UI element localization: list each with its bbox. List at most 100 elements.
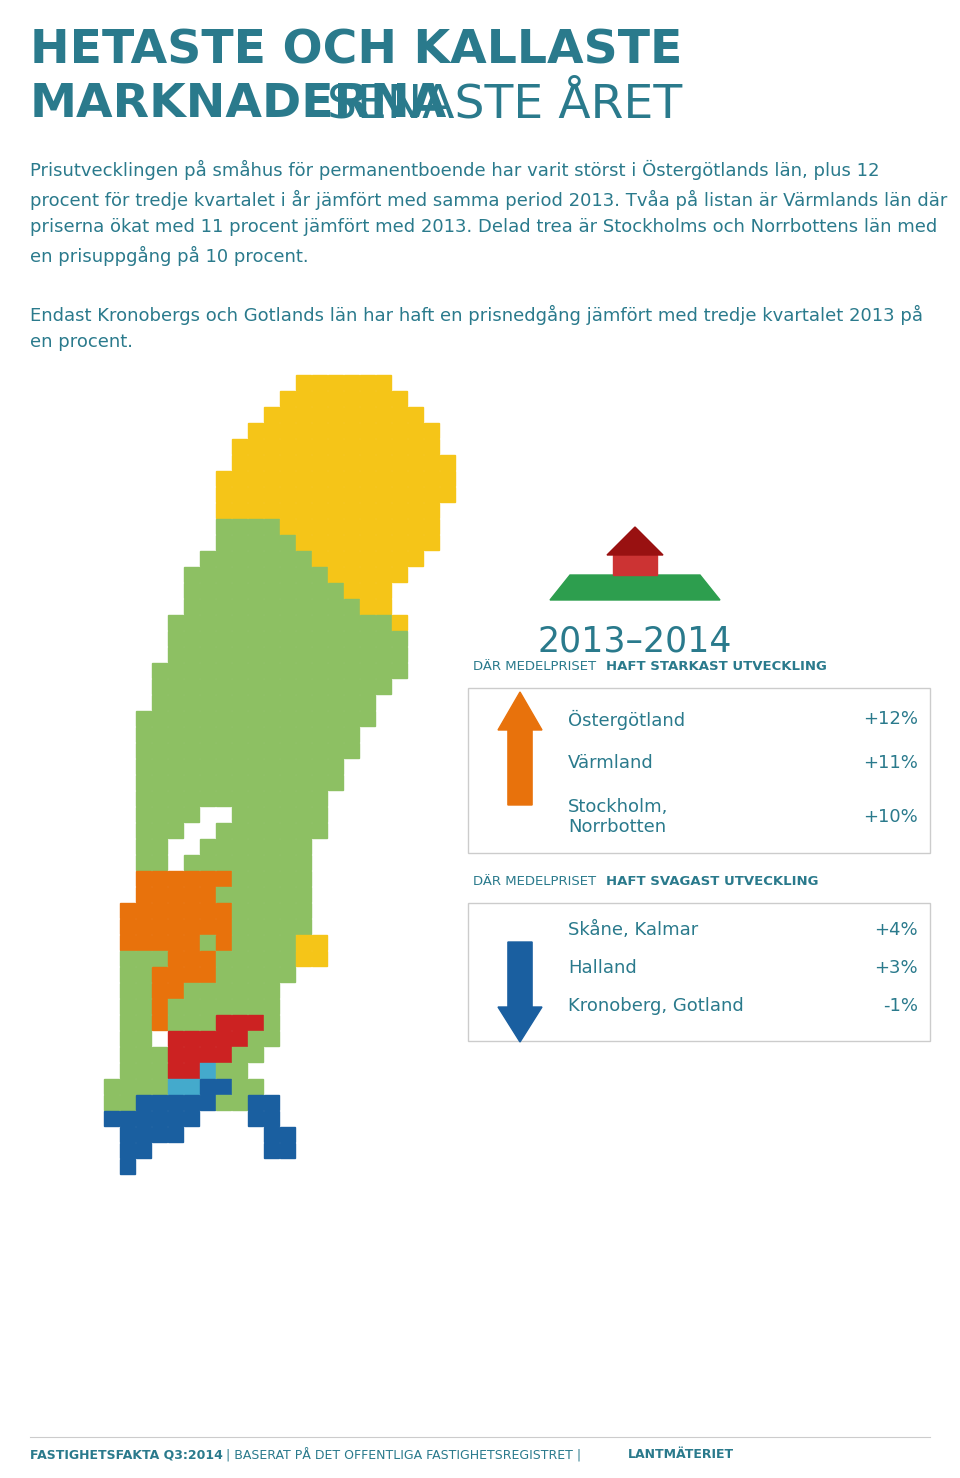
Bar bbox=[344, 375, 358, 390]
Bar bbox=[328, 535, 343, 550]
Bar bbox=[344, 471, 358, 485]
Bar bbox=[264, 599, 278, 613]
Bar bbox=[184, 791, 199, 806]
Bar bbox=[344, 519, 358, 534]
Bar bbox=[232, 1063, 247, 1077]
Bar bbox=[264, 678, 278, 693]
Bar bbox=[216, 551, 230, 566]
Bar bbox=[264, 1142, 278, 1157]
Bar bbox=[136, 743, 151, 758]
Text: DÄR MEDELPRISET: DÄR MEDELPRISET bbox=[473, 661, 600, 672]
Bar bbox=[168, 887, 182, 902]
Bar bbox=[328, 439, 343, 454]
Text: +10%: +10% bbox=[863, 808, 918, 826]
Bar bbox=[264, 774, 278, 789]
Bar bbox=[216, 967, 230, 981]
Bar bbox=[264, 854, 278, 869]
Text: +3%: +3% bbox=[875, 959, 918, 977]
Bar bbox=[264, 535, 278, 550]
Bar bbox=[408, 455, 422, 470]
Bar bbox=[168, 664, 182, 677]
Bar bbox=[360, 455, 374, 470]
Bar bbox=[168, 1095, 182, 1110]
Bar bbox=[120, 1095, 134, 1110]
Bar bbox=[376, 615, 391, 630]
Bar bbox=[216, 599, 230, 613]
Bar bbox=[120, 1015, 134, 1030]
Bar bbox=[296, 854, 310, 869]
Bar bbox=[248, 599, 262, 613]
Bar bbox=[232, 743, 247, 758]
Text: Skåne, Kalmar: Skåne, Kalmar bbox=[568, 921, 698, 939]
Bar bbox=[152, 967, 166, 981]
Bar bbox=[360, 631, 374, 646]
Bar bbox=[264, 711, 278, 726]
Bar bbox=[296, 711, 310, 726]
Bar bbox=[296, 615, 310, 630]
Bar bbox=[216, 983, 230, 998]
Bar bbox=[280, 854, 295, 869]
Bar bbox=[232, 678, 247, 693]
Bar bbox=[120, 919, 134, 934]
Bar bbox=[392, 486, 406, 501]
Bar bbox=[248, 1079, 262, 1094]
Bar bbox=[232, 615, 247, 630]
Text: Värmland: Värmland bbox=[568, 754, 654, 772]
Bar bbox=[296, 774, 310, 789]
Bar bbox=[248, 774, 262, 789]
Bar bbox=[184, 774, 199, 789]
Bar bbox=[232, 503, 247, 517]
Bar bbox=[152, 823, 166, 838]
Bar bbox=[184, 983, 199, 998]
Bar bbox=[328, 519, 343, 534]
Bar bbox=[152, 1046, 166, 1061]
Text: Halland: Halland bbox=[568, 959, 636, 977]
Bar bbox=[468, 687, 930, 853]
Bar bbox=[296, 423, 310, 437]
Bar bbox=[136, 1015, 151, 1030]
Bar bbox=[328, 471, 343, 485]
Bar bbox=[344, 678, 358, 693]
Polygon shape bbox=[498, 692, 542, 806]
Bar bbox=[328, 711, 343, 726]
Bar bbox=[168, 1063, 182, 1077]
Bar bbox=[136, 1111, 151, 1126]
Bar bbox=[328, 695, 343, 709]
Bar bbox=[376, 647, 391, 662]
Bar bbox=[232, 919, 247, 934]
Bar bbox=[136, 791, 151, 806]
Bar bbox=[184, 695, 199, 709]
Bar bbox=[216, 471, 230, 485]
Bar bbox=[120, 1111, 134, 1126]
Bar bbox=[264, 551, 278, 566]
Bar bbox=[248, 887, 262, 902]
Bar bbox=[248, 455, 262, 470]
Bar bbox=[168, 631, 182, 646]
Bar bbox=[280, 903, 295, 918]
Bar bbox=[392, 535, 406, 550]
Bar bbox=[136, 967, 151, 981]
Bar bbox=[376, 664, 391, 677]
Bar bbox=[248, 695, 262, 709]
Bar bbox=[408, 439, 422, 454]
Bar bbox=[248, 983, 262, 998]
Bar bbox=[168, 919, 182, 934]
Bar bbox=[280, 774, 295, 789]
Bar bbox=[376, 486, 391, 501]
Bar bbox=[200, 999, 214, 1014]
Bar bbox=[264, 743, 278, 758]
Bar bbox=[280, 743, 295, 758]
Bar bbox=[328, 455, 343, 470]
Bar bbox=[264, 647, 278, 662]
Bar bbox=[296, 695, 310, 709]
Bar bbox=[216, 568, 230, 581]
Bar bbox=[200, 727, 214, 742]
Bar bbox=[344, 647, 358, 662]
Bar bbox=[280, 439, 295, 454]
Bar bbox=[200, 903, 214, 918]
Bar bbox=[152, 871, 166, 885]
Bar bbox=[376, 423, 391, 437]
Bar bbox=[280, 599, 295, 613]
Bar bbox=[264, 423, 278, 437]
Bar bbox=[200, 599, 214, 613]
